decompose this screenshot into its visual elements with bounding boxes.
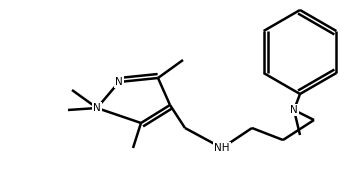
- Text: N: N: [115, 77, 123, 87]
- Text: N: N: [93, 103, 101, 113]
- Text: NH: NH: [214, 143, 230, 153]
- Text: N: N: [290, 105, 298, 115]
